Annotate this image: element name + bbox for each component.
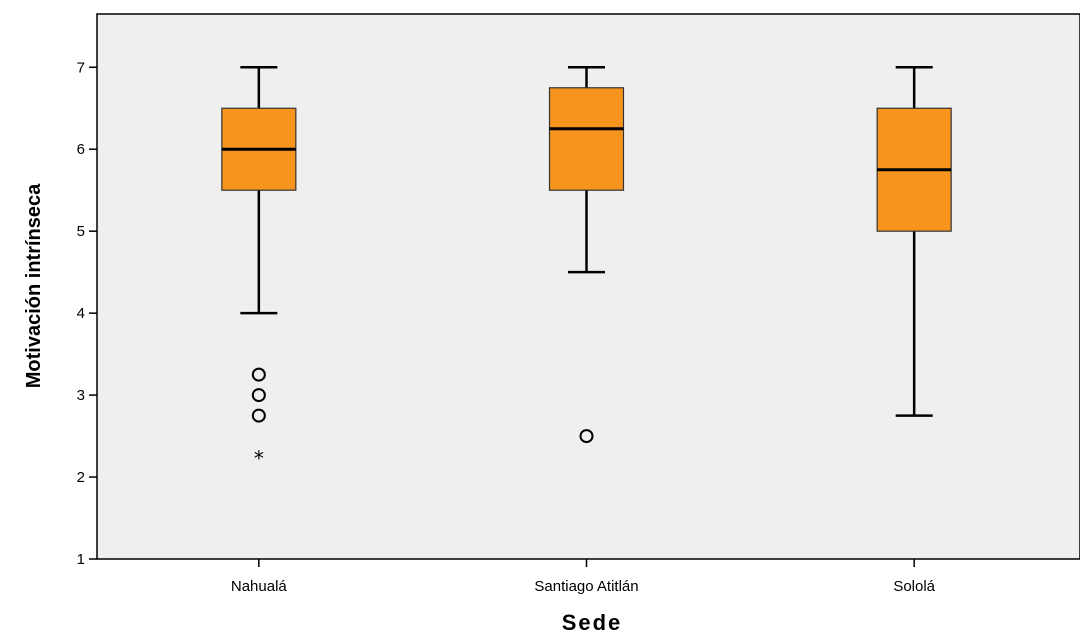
extreme-point: * (254, 447, 264, 471)
y-axis: 1 2 3 4 5 6 7 (77, 59, 97, 568)
x-category-label: Sololá (893, 578, 935, 595)
y-tick-label: 6 (77, 141, 85, 158)
outlier-point (251, 408, 266, 423)
x-category-label: Nahualá (231, 578, 288, 595)
y-tick-label: 2 (77, 469, 85, 486)
y-axis-title: Motivación intrínseca (23, 183, 45, 388)
y-tick-label: 7 (77, 59, 85, 76)
box-group: * (221, 66, 297, 471)
y-tick-label: 4 (77, 305, 85, 322)
y-tick-label: 3 (77, 387, 85, 404)
boxes: * (221, 66, 952, 471)
outlier-point (579, 429, 594, 444)
x-axis-title: Sede (562, 610, 623, 635)
box-group (548, 66, 625, 444)
x-axis: Nahualá Santiago Atitlán Sololá (231, 559, 936, 595)
y-tick-label: 5 (77, 223, 85, 240)
box (548, 87, 625, 191)
x-category-label: Santiago Atitlán (534, 578, 638, 595)
box-group (876, 66, 952, 417)
y-tick-label: 1 (77, 551, 85, 568)
outlier-point (251, 367, 266, 382)
outlier-point (251, 388, 266, 403)
